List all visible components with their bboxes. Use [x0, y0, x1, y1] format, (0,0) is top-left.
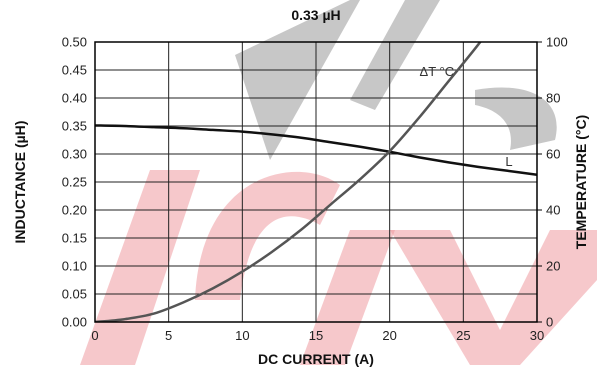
annotation-delta-t: ΔT °C	[420, 64, 455, 79]
y2-tick-label: 60	[546, 147, 560, 162]
x-tick-label: 25	[456, 328, 470, 343]
x-tick-label: 10	[235, 328, 249, 343]
watermark-shape	[80, 170, 200, 365]
y2-tick-label: 100	[546, 35, 568, 50]
inductance-line	[95, 124, 537, 176]
watermark-logo	[80, 0, 597, 365]
y-tick-label: 0.20	[62, 203, 87, 218]
y2-tick-label: 0	[546, 315, 553, 330]
x-tick-label: 30	[530, 328, 544, 343]
watermark-shape	[195, 171, 340, 300]
y-tick-label: 0.10	[62, 259, 87, 274]
temperature-rise-line	[95, 42, 482, 322]
x-tick-label: 5	[165, 328, 172, 343]
watermark-shape	[235, 0, 360, 160]
y-tick-label: 0.15	[62, 231, 87, 246]
curves	[95, 42, 537, 322]
y2-tick-label: 80	[546, 91, 560, 106]
y-tick-label: 0.45	[62, 63, 87, 78]
watermark-shape	[350, 0, 440, 110]
grid-lines	[95, 42, 537, 322]
x-tick-label: 0	[91, 328, 98, 343]
y-tick-label: 0.05	[62, 287, 87, 302]
y-tick-label: 0.00	[62, 315, 87, 330]
y2-axis-label: TEMPERATURE (°C)	[573, 115, 589, 249]
y2-tick-label: 40	[546, 203, 560, 218]
y-tick-label: 0.50	[62, 35, 87, 50]
x-tick-label: 20	[382, 328, 396, 343]
y2-tick-label: 20	[546, 259, 560, 274]
y-tick-label: 0.25	[62, 175, 87, 190]
y-axis-label: INDUCTANCE (µH)	[12, 121, 28, 244]
y-tick-label: 0.35	[62, 119, 87, 134]
tick-labels: 0 5 10 15 20 25 30 0.00 0.05 0.10 0.15 0.20 0.25 0.30…	[62, 35, 568, 344]
chart-title: 0.33 µH	[291, 7, 340, 23]
annotation-l: L	[505, 154, 512, 169]
watermark-shape	[475, 87, 557, 150]
watermark-shape	[300, 230, 395, 365]
y-tick-label: 0.40	[62, 91, 87, 106]
y-tick-label: 0.30	[62, 147, 87, 162]
x-tick-label: 15	[309, 328, 323, 343]
x-axis-label: DC CURRENT (A)	[258, 351, 374, 367]
watermark-shape	[390, 230, 597, 365]
plot-frame	[94, 41, 538, 323]
